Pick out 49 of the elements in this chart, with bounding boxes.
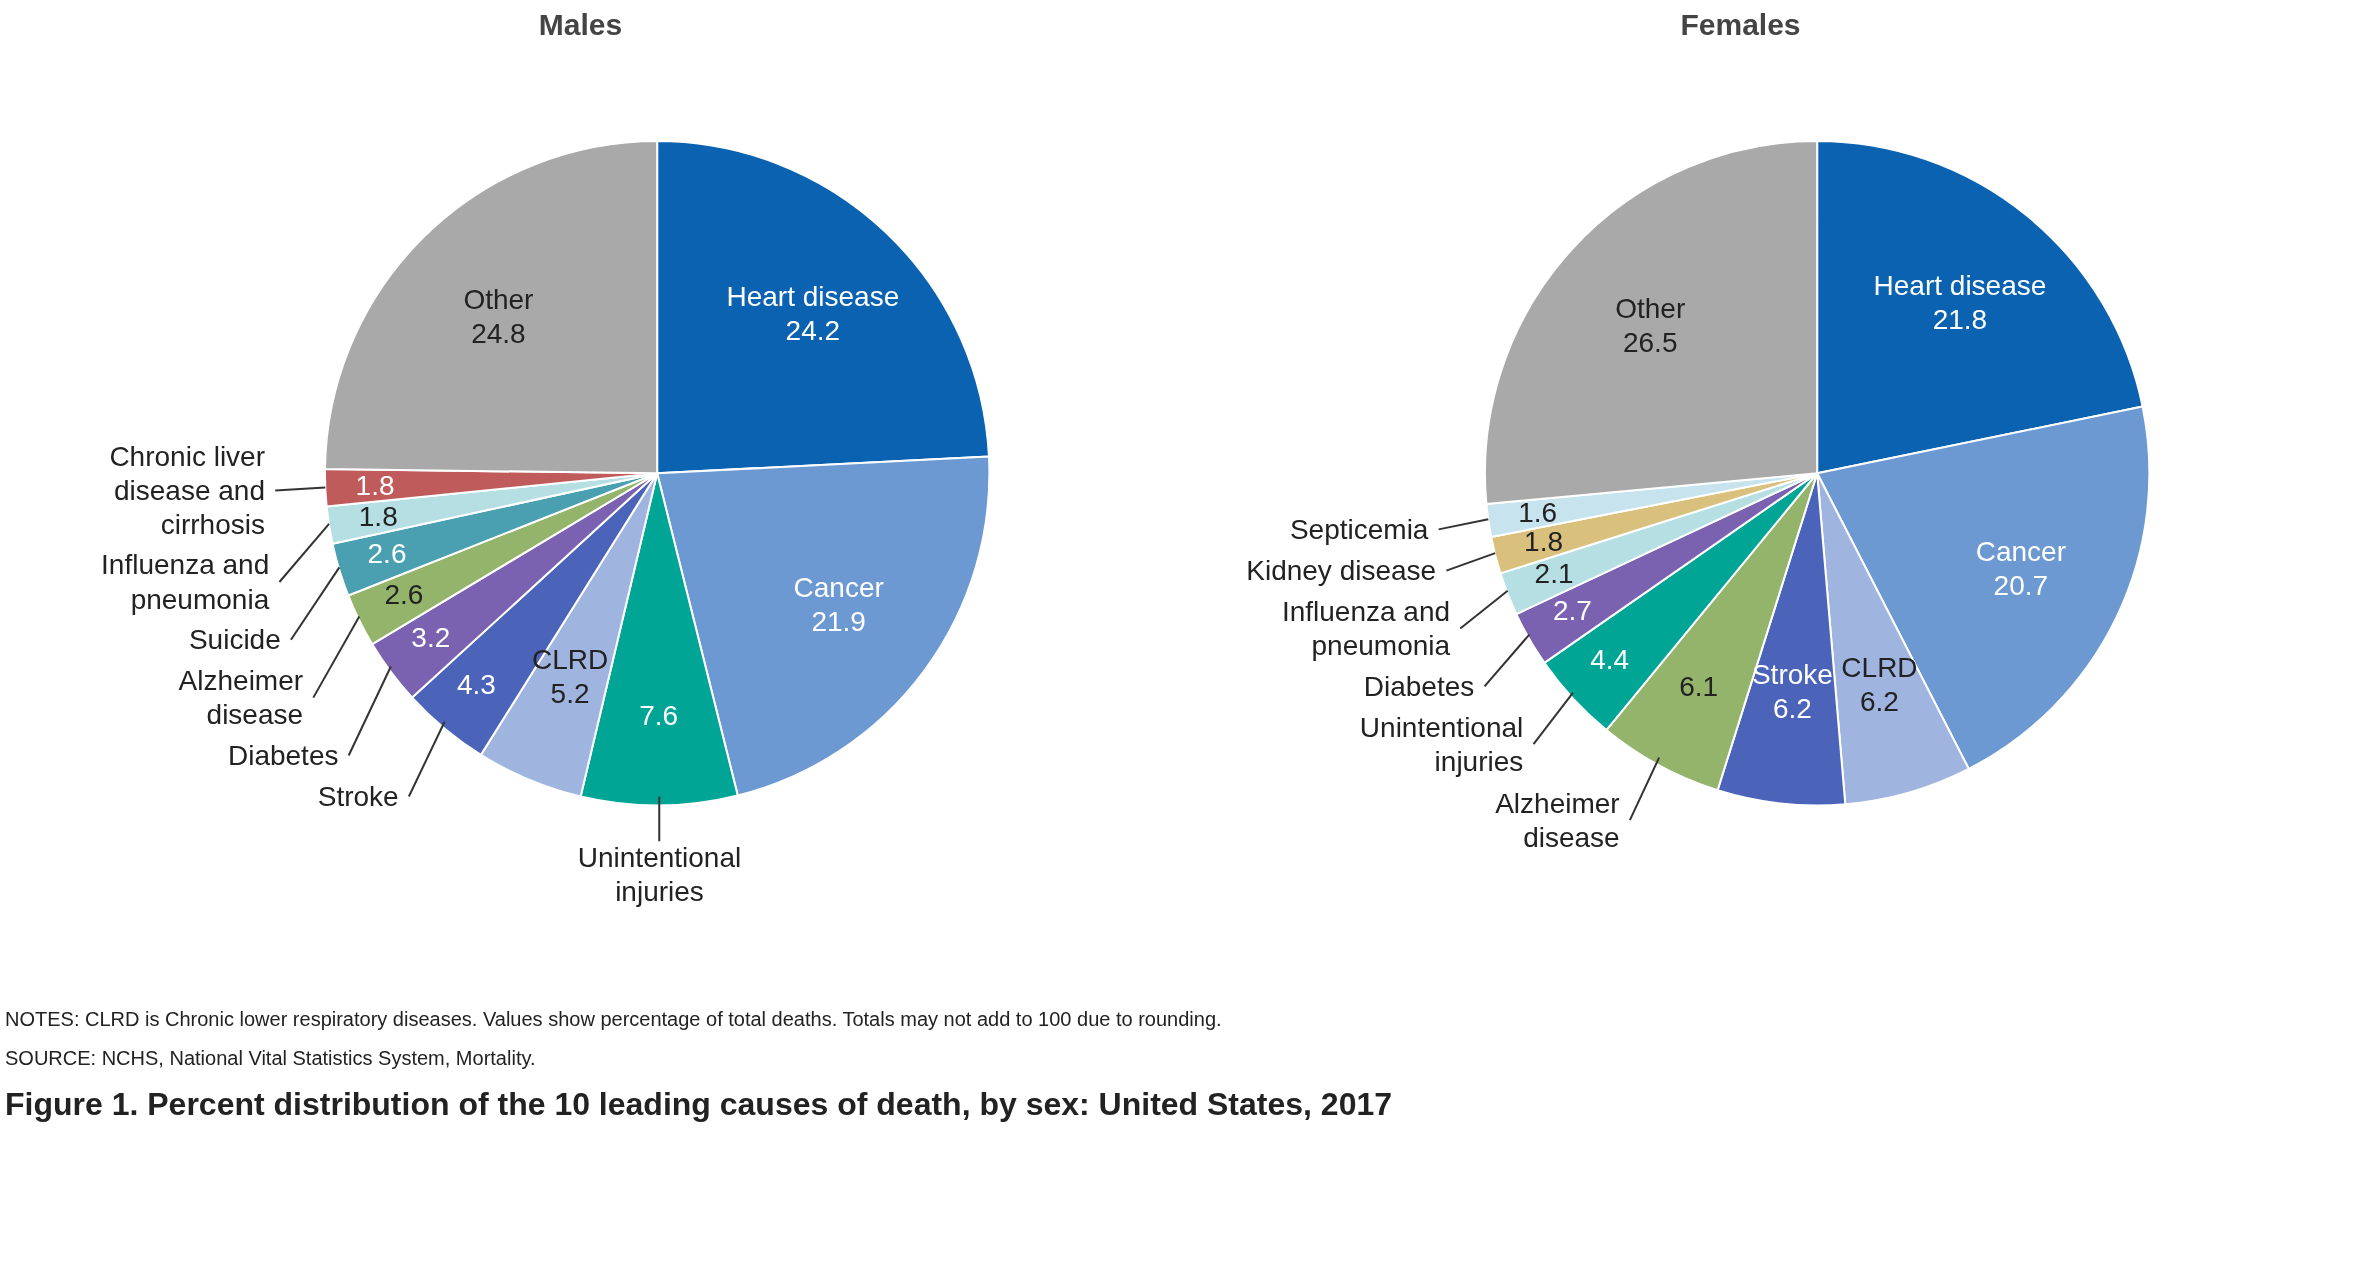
- slice-label: Influenza and pneumonia: [101, 549, 270, 615]
- data-label: 4.3: [457, 668, 496, 700]
- data-label: 5.2: [550, 677, 590, 709]
- text: NOTES: CLRD is Chronic lower respiratory diseases. Values show percentage of total deaths. Totals may not add to 100 due to rounding.: [5, 1007, 1222, 1032]
- data-label: 21.8: [1932, 304, 1988, 336]
- data-label: 20.7: [1993, 569, 2049, 601]
- caption: Figure 1. Percent distribution of the 10 leading causes of death, by sex: United States, 2017: [5, 1085, 1393, 1125]
- slice-label: Chronic liver disease and cirrhosis: [109, 440, 265, 541]
- slice-label: Stroke: [1751, 659, 1833, 691]
- slice-label: Other: [1615, 292, 1686, 324]
- slice-label: Other: [463, 284, 534, 316]
- slice-label: Stroke: [317, 780, 399, 812]
- data-label: 4.4: [1590, 644, 1630, 676]
- data-label: 2.7: [1553, 594, 1592, 626]
- data-label: 3.2: [411, 622, 451, 654]
- data-label: 1.6: [1518, 496, 1558, 528]
- slice-label: Alzheimer disease: [1495, 787, 1620, 853]
- slice-label: Suicide: [188, 624, 281, 656]
- data-label: 21.9: [811, 605, 866, 637]
- data-label: 24.8: [471, 318, 526, 350]
- slice-label: Alzheimer disease: [178, 665, 304, 731]
- slice-label: CLRD: [1841, 652, 1918, 684]
- data-label: 2.6: [367, 537, 407, 569]
- source-note: SOURCE: NCHS, National Vital Statistics System, Mortality.: [5, 1045, 536, 1071]
- data-label: 7.6: [639, 700, 679, 732]
- slice-label: Septicemia: [1289, 513, 1429, 545]
- slice-label: Kidney disease: [1246, 555, 1437, 587]
- slice-label: Cancer: [1975, 535, 2066, 567]
- data-label: 2.6: [384, 579, 424, 611]
- data-label: 26.5: [1622, 326, 1678, 358]
- chart-title: Males: [538, 7, 623, 41]
- data-label: 6.2: [1859, 686, 1899, 718]
- slice-label: Unintentional injuries: [1359, 711, 1524, 777]
- chart-title: Females: [1680, 7, 1801, 41]
- slice-label: Heart disease: [1873, 270, 2047, 302]
- data-label: 6.1: [1679, 671, 1719, 703]
- data-label: 1.8: [1524, 525, 1563, 557]
- slice-label: Influenza and pneumonia: [1281, 595, 1451, 662]
- data-label: 1.8: [355, 469, 395, 501]
- slice-label: CLRD: [531, 643, 609, 675]
- slice-label: Heart disease: [726, 281, 900, 313]
- slice-label: Unintentional injuries: [577, 842, 742, 908]
- data-label: 1.8: [358, 500, 398, 532]
- slice-label: Cancer: [793, 571, 884, 603]
- data-label: 6.2: [1772, 693, 1812, 725]
- data-label: 24.2: [785, 315, 841, 347]
- slice-label: Diabetes: [227, 739, 339, 771]
- slice-label: Diabetes: [1363, 670, 1475, 702]
- data-label: 2.1: [1534, 557, 1574, 589]
